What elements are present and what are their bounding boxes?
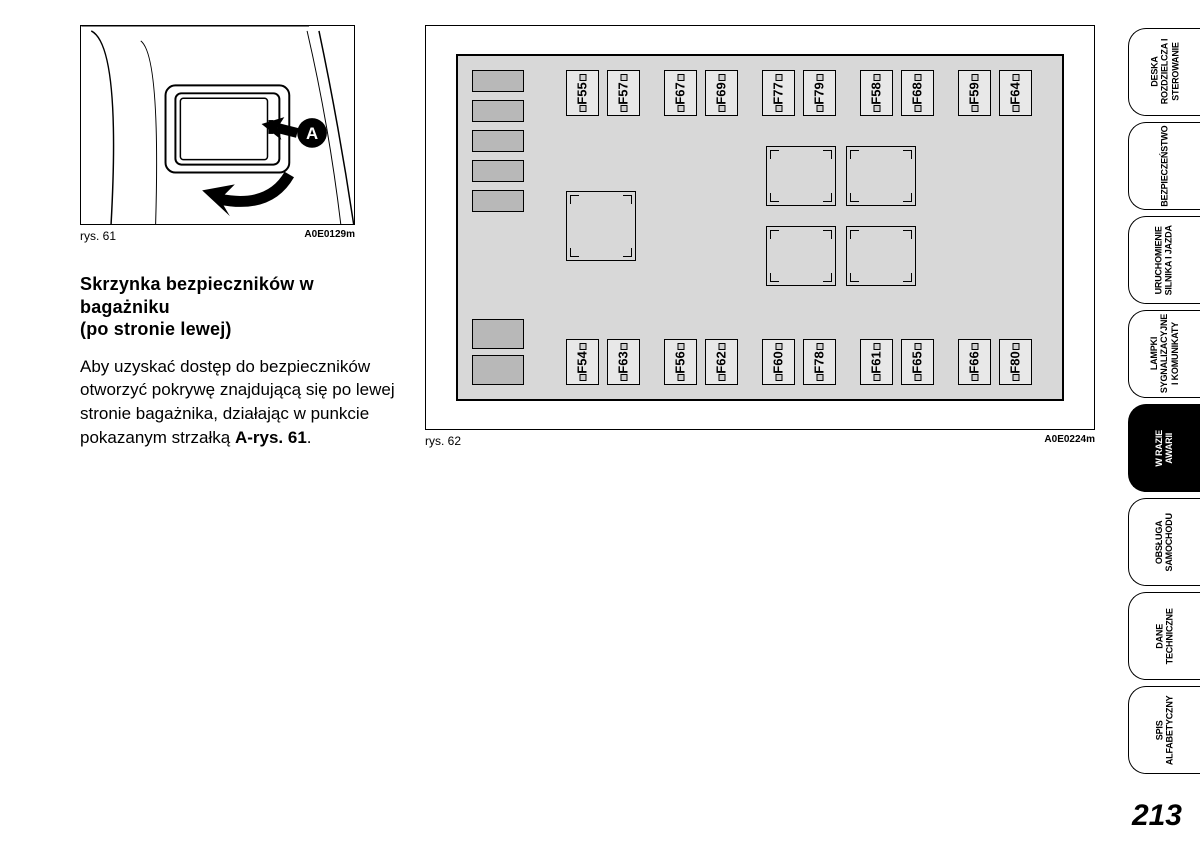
fuse-label: F79 (812, 82, 827, 104)
page-content: A rys. 61 A0E0129m Skrzynka bezpiecznikó… (70, 25, 1100, 820)
fuse-label: F62 (714, 351, 729, 373)
fuse: F80 (999, 339, 1032, 385)
figure-61-caption: rys. 61 A0E0129m (80, 229, 355, 243)
tab-label: W RAZIEAWARII (1154, 430, 1175, 467)
tab-label: URUCHOMIENIESILNIKA I JAZDA (1154, 225, 1175, 295)
fuse-label: F59 (967, 82, 982, 104)
fuse: F62 (705, 339, 738, 385)
chapter-tab[interactable]: LAMPKISYGNALIZACYJNEI KOMUNIKATY (1128, 310, 1200, 398)
figure-61: A (80, 25, 355, 225)
tab-label: LAMPKISYGNALIZACYJNEI KOMUNIKATY (1149, 314, 1180, 393)
fuse: F55 (566, 70, 599, 116)
big-slot (472, 355, 524, 385)
small-slot (472, 160, 524, 182)
fuse: F54 (566, 339, 599, 385)
fuse: F78 (803, 339, 836, 385)
fuse-row-top: F55 F57 F67 F69 F77 F79 F58 F68 F59 F64 (566, 70, 1032, 116)
fuse-label: F80 (1008, 351, 1023, 373)
fuse: F56 (664, 339, 697, 385)
tab-label: OBSŁUGASAMOCHODU (1154, 513, 1175, 571)
fuse: F63 (607, 339, 640, 385)
relay-socket (766, 226, 836, 286)
big-slot-column (472, 313, 524, 385)
fuse-label: F61 (869, 351, 884, 373)
fuse-label: F77 (771, 82, 786, 104)
figure-62: F55 F57 F67 F69 F77 F79 F58 F68 F59 F64 F54 F63 F56… (425, 25, 1095, 430)
relay-socket (846, 146, 916, 206)
fuse: F58 (860, 70, 893, 116)
fig62-code: A0E0224m (1044, 434, 1095, 448)
page-number: 213 (1132, 799, 1182, 833)
tab-label: DESKAROZDZIELCZA ISTEROWANIE (1149, 39, 1180, 105)
small-slot (472, 190, 524, 212)
fuse: F64 (999, 70, 1032, 116)
fusebox-diagram: F55 F57 F67 F69 F77 F79 F58 F68 F59 F64 F54 F63 F56… (456, 54, 1064, 401)
fuse-label: F55 (575, 82, 590, 104)
chapter-tab[interactable]: URUCHOMIENIESILNIKA I JAZDA (1128, 216, 1200, 304)
fuse-label: F56 (673, 351, 688, 373)
fuse: F60 (762, 339, 795, 385)
fuse-label: F68 (910, 82, 925, 104)
fuse: F61 (860, 339, 893, 385)
tab-label: DANETECHNICZNE (1154, 608, 1175, 664)
fuse-label: F60 (771, 351, 786, 373)
left-column: A rys. 61 A0E0129m Skrzynka bezpiecznikó… (80, 25, 400, 450)
fuse: F57 (607, 70, 640, 116)
fuse-label: F63 (616, 351, 631, 373)
fuse-label: F57 (616, 82, 631, 104)
relay-socket (566, 191, 636, 261)
fuse: F65 (901, 339, 934, 385)
relay-socket (846, 226, 916, 286)
fuse-label: F67 (673, 82, 688, 104)
figure-62-container: F55 F57 F67 F69 F77 F79 F58 F68 F59 F64 F54 F63 F56… (425, 25, 1095, 448)
fuse: F66 (958, 339, 991, 385)
small-slot-column (472, 70, 524, 220)
chapter-tab[interactable]: DANETECHNICZNE (1128, 592, 1200, 680)
fuse-label: F66 (967, 351, 982, 373)
chapter-tab[interactable]: DESKAROZDZIELCZA ISTEROWANIE (1128, 28, 1200, 116)
small-slot (472, 70, 524, 92)
fuse: F68 (901, 70, 934, 116)
chapter-tab[interactable]: OBSŁUGASAMOCHODU (1128, 498, 1200, 586)
fig61-label: rys. 61 (80, 229, 116, 243)
fuse-row-bottom: F54 F63 F56 F62 F60 F78 F61 F65 F66 F80 (566, 339, 1032, 385)
fuse-label: F58 (869, 82, 884, 104)
tab-label: BEZPIECZEŃSTWO (1159, 125, 1169, 206)
fuse-label: F54 (575, 351, 590, 373)
tab-label: SPISALFABETYCZNY (1154, 695, 1175, 765)
fuse: F77 (762, 70, 795, 116)
fuse: F79 (803, 70, 836, 116)
fig62-label: rys. 62 (425, 434, 461, 448)
fuse: F67 (664, 70, 697, 116)
body-paragraph: Aby uzyskać dostęp do bezpieczników otwo… (80, 355, 400, 450)
fuse: F59 (958, 70, 991, 116)
fuse: F69 (705, 70, 738, 116)
fuse-label: F78 (812, 351, 827, 373)
big-slot (472, 319, 524, 349)
relay-socket (766, 146, 836, 206)
fig61-code: A0E0129m (304, 229, 355, 243)
small-slot (472, 100, 524, 122)
chapter-tab[interactable]: BEZPIECZEŃSTWO (1128, 122, 1200, 210)
chapter-tab[interactable]: SPISALFABETYCZNY (1128, 686, 1200, 774)
fuse-label: F65 (910, 351, 925, 373)
chapter-tab[interactable]: W RAZIEAWARII (1128, 404, 1200, 492)
fuse-label: F69 (714, 82, 729, 104)
label-a: A (306, 124, 318, 143)
section-heading: Skrzynka bezpieczników w bagażniku (po s… (80, 273, 400, 341)
figure-62-caption: rys. 62 A0E0224m (425, 434, 1095, 448)
chapter-tabs: DESKAROZDZIELCZA ISTEROWANIE BEZPIECZEŃST… (1128, 28, 1200, 774)
fuse-label: F64 (1008, 82, 1023, 104)
small-slot (472, 130, 524, 152)
